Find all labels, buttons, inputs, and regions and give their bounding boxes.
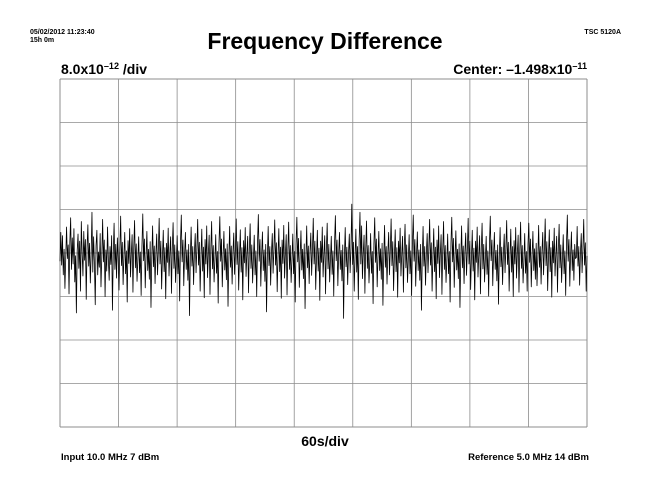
measurement-duration: 15h 0m — [30, 37, 55, 44]
center-value-label: Center: –1.498x10–11 — [453, 60, 587, 78]
chart-title: Frequency Difference — [207, 28, 443, 54]
vertical-scale-exponent: –12 — [103, 61, 120, 71]
plot-grid — [59, 78, 588, 428]
center-value-prefix: Center: –1.498x10 — [453, 61, 573, 77]
vertical-scale-prefix: 8.0x10 — [61, 61, 104, 77]
frequency-difference-trace — [59, 203, 588, 319]
instrument-model: TSC 5120A — [584, 29, 621, 36]
trace-group — [59, 203, 588, 319]
horizontal-scale-label: 60s/div — [301, 433, 349, 449]
vertical-scale-suffix: /div — [119, 61, 148, 77]
vertical-scale-label: 8.0x10–12 /div — [61, 60, 147, 78]
timestamp: 05/02/2012 11:23:40 — [30, 29, 95, 36]
input-signal-label: Input 10.0 MHz 7 dBm — [61, 452, 160, 463]
center-value-exponent: –11 — [572, 61, 587, 71]
reference-signal-label: Reference 5.0 MHz 14 dBm — [468, 452, 589, 463]
